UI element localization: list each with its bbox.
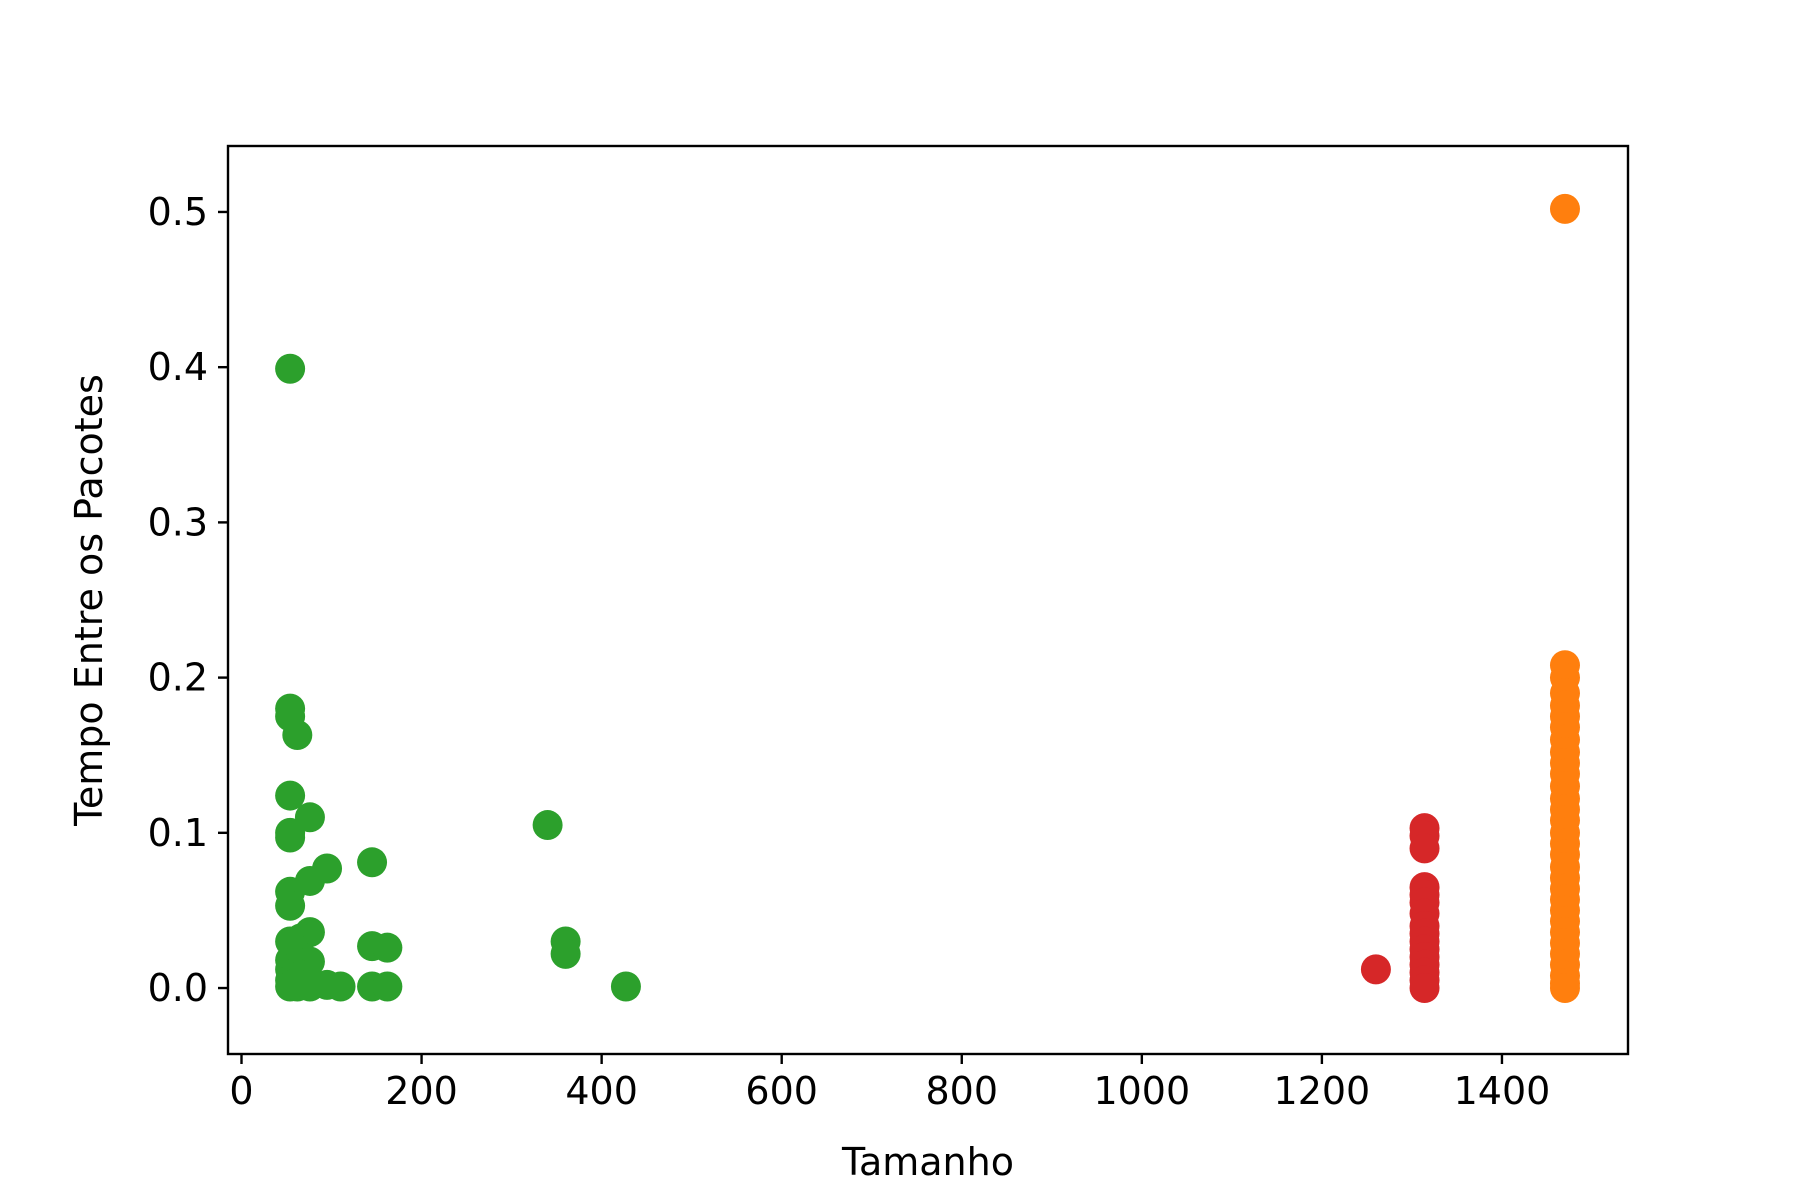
x-tick-label: 0 <box>229 1069 253 1113</box>
data-point <box>275 353 306 384</box>
y-tick-label: 0.4 <box>148 345 208 389</box>
x-tick-label: 800 <box>925 1069 998 1113</box>
data-point <box>532 810 563 841</box>
x-tick-label: 400 <box>565 1069 638 1113</box>
data-point <box>610 971 641 1002</box>
x-axis-label: Tamanho <box>841 1140 1014 1184</box>
y-axis-label: Tempo Entre os Pacotes <box>67 374 111 827</box>
data-point <box>1549 193 1580 224</box>
x-tick-label: 1000 <box>1093 1069 1190 1113</box>
y-tick-label: 0.5 <box>148 190 208 234</box>
y-axis-ticks: 0.0 0.1 0.2 0.3 0.4 0.5 <box>148 190 228 1010</box>
data-point <box>275 817 306 848</box>
data-point <box>275 890 306 921</box>
data-point <box>1360 954 1391 985</box>
data-point <box>275 780 306 811</box>
plot-frame <box>226 144 1630 1056</box>
x-tick-label: 1200 <box>1274 1069 1371 1113</box>
data-point <box>357 847 388 878</box>
data-point <box>372 932 403 963</box>
x-axis-ticks: 0 200 400 600 800 1000 1200 1400 <box>229 1054 1550 1113</box>
data-point <box>550 938 581 969</box>
data-point <box>372 971 403 1002</box>
y-tick-label: 0.1 <box>148 811 208 855</box>
x-tick-label: 200 <box>385 1069 458 1113</box>
data-point <box>325 971 356 1002</box>
data-points <box>275 193 1580 1004</box>
x-tick-label: 600 <box>745 1069 818 1113</box>
y-tick-label: 0.2 <box>148 656 208 700</box>
data-point <box>1549 973 1580 1004</box>
data-point <box>1409 973 1440 1004</box>
plot-area <box>228 146 1628 1054</box>
data-point <box>282 720 313 751</box>
y-tick-label: 0.0 <box>148 966 208 1010</box>
data-point <box>1409 833 1440 864</box>
x-tick-label: 1400 <box>1454 1069 1551 1113</box>
y-tick-label: 0.3 <box>148 500 208 544</box>
